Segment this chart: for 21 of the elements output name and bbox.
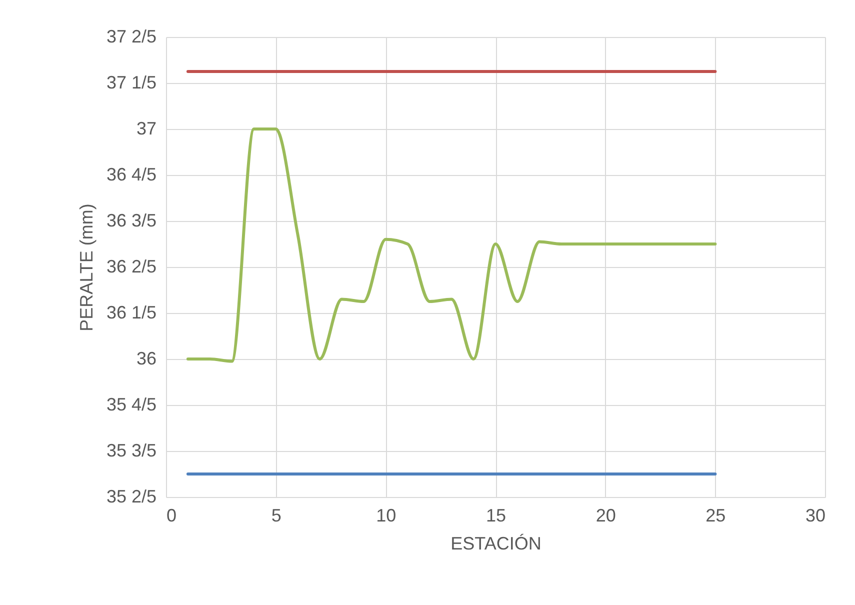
- x-tick-label: 25: [706, 506, 726, 526]
- y-axis-title: PERALTE (mm): [76, 204, 96, 332]
- x-tick-label: 5: [271, 506, 282, 526]
- y-tick-label: 36 2/5: [106, 256, 156, 276]
- y-tick-label: 36: [136, 348, 156, 368]
- y-tick-label: 36 4/5: [106, 164, 156, 184]
- y-tick-label: 37 1/5: [106, 72, 156, 92]
- x-tick-label: 0: [166, 506, 177, 526]
- y-tick-label: 35 3/5: [106, 440, 156, 460]
- x-tick-label: 10: [376, 506, 396, 526]
- y-tick-label: 36 1/5: [106, 302, 156, 322]
- y-tick-label: 36 3/5: [106, 210, 156, 230]
- x-tick-label: 30: [805, 506, 826, 526]
- x-tick-label: 15: [486, 506, 506, 526]
- line-series: [186, 128, 717, 363]
- y-tick-label: 37 2/5: [106, 26, 156, 46]
- y-tick-label: 35 2/5: [106, 486, 156, 506]
- x-axis-title: ESTACIÓN: [450, 534, 542, 554]
- x-tick-label: 20: [596, 506, 616, 526]
- y-tick-label: 35 4/5: [106, 394, 156, 414]
- y-tick-label: 37: [136, 118, 156, 138]
